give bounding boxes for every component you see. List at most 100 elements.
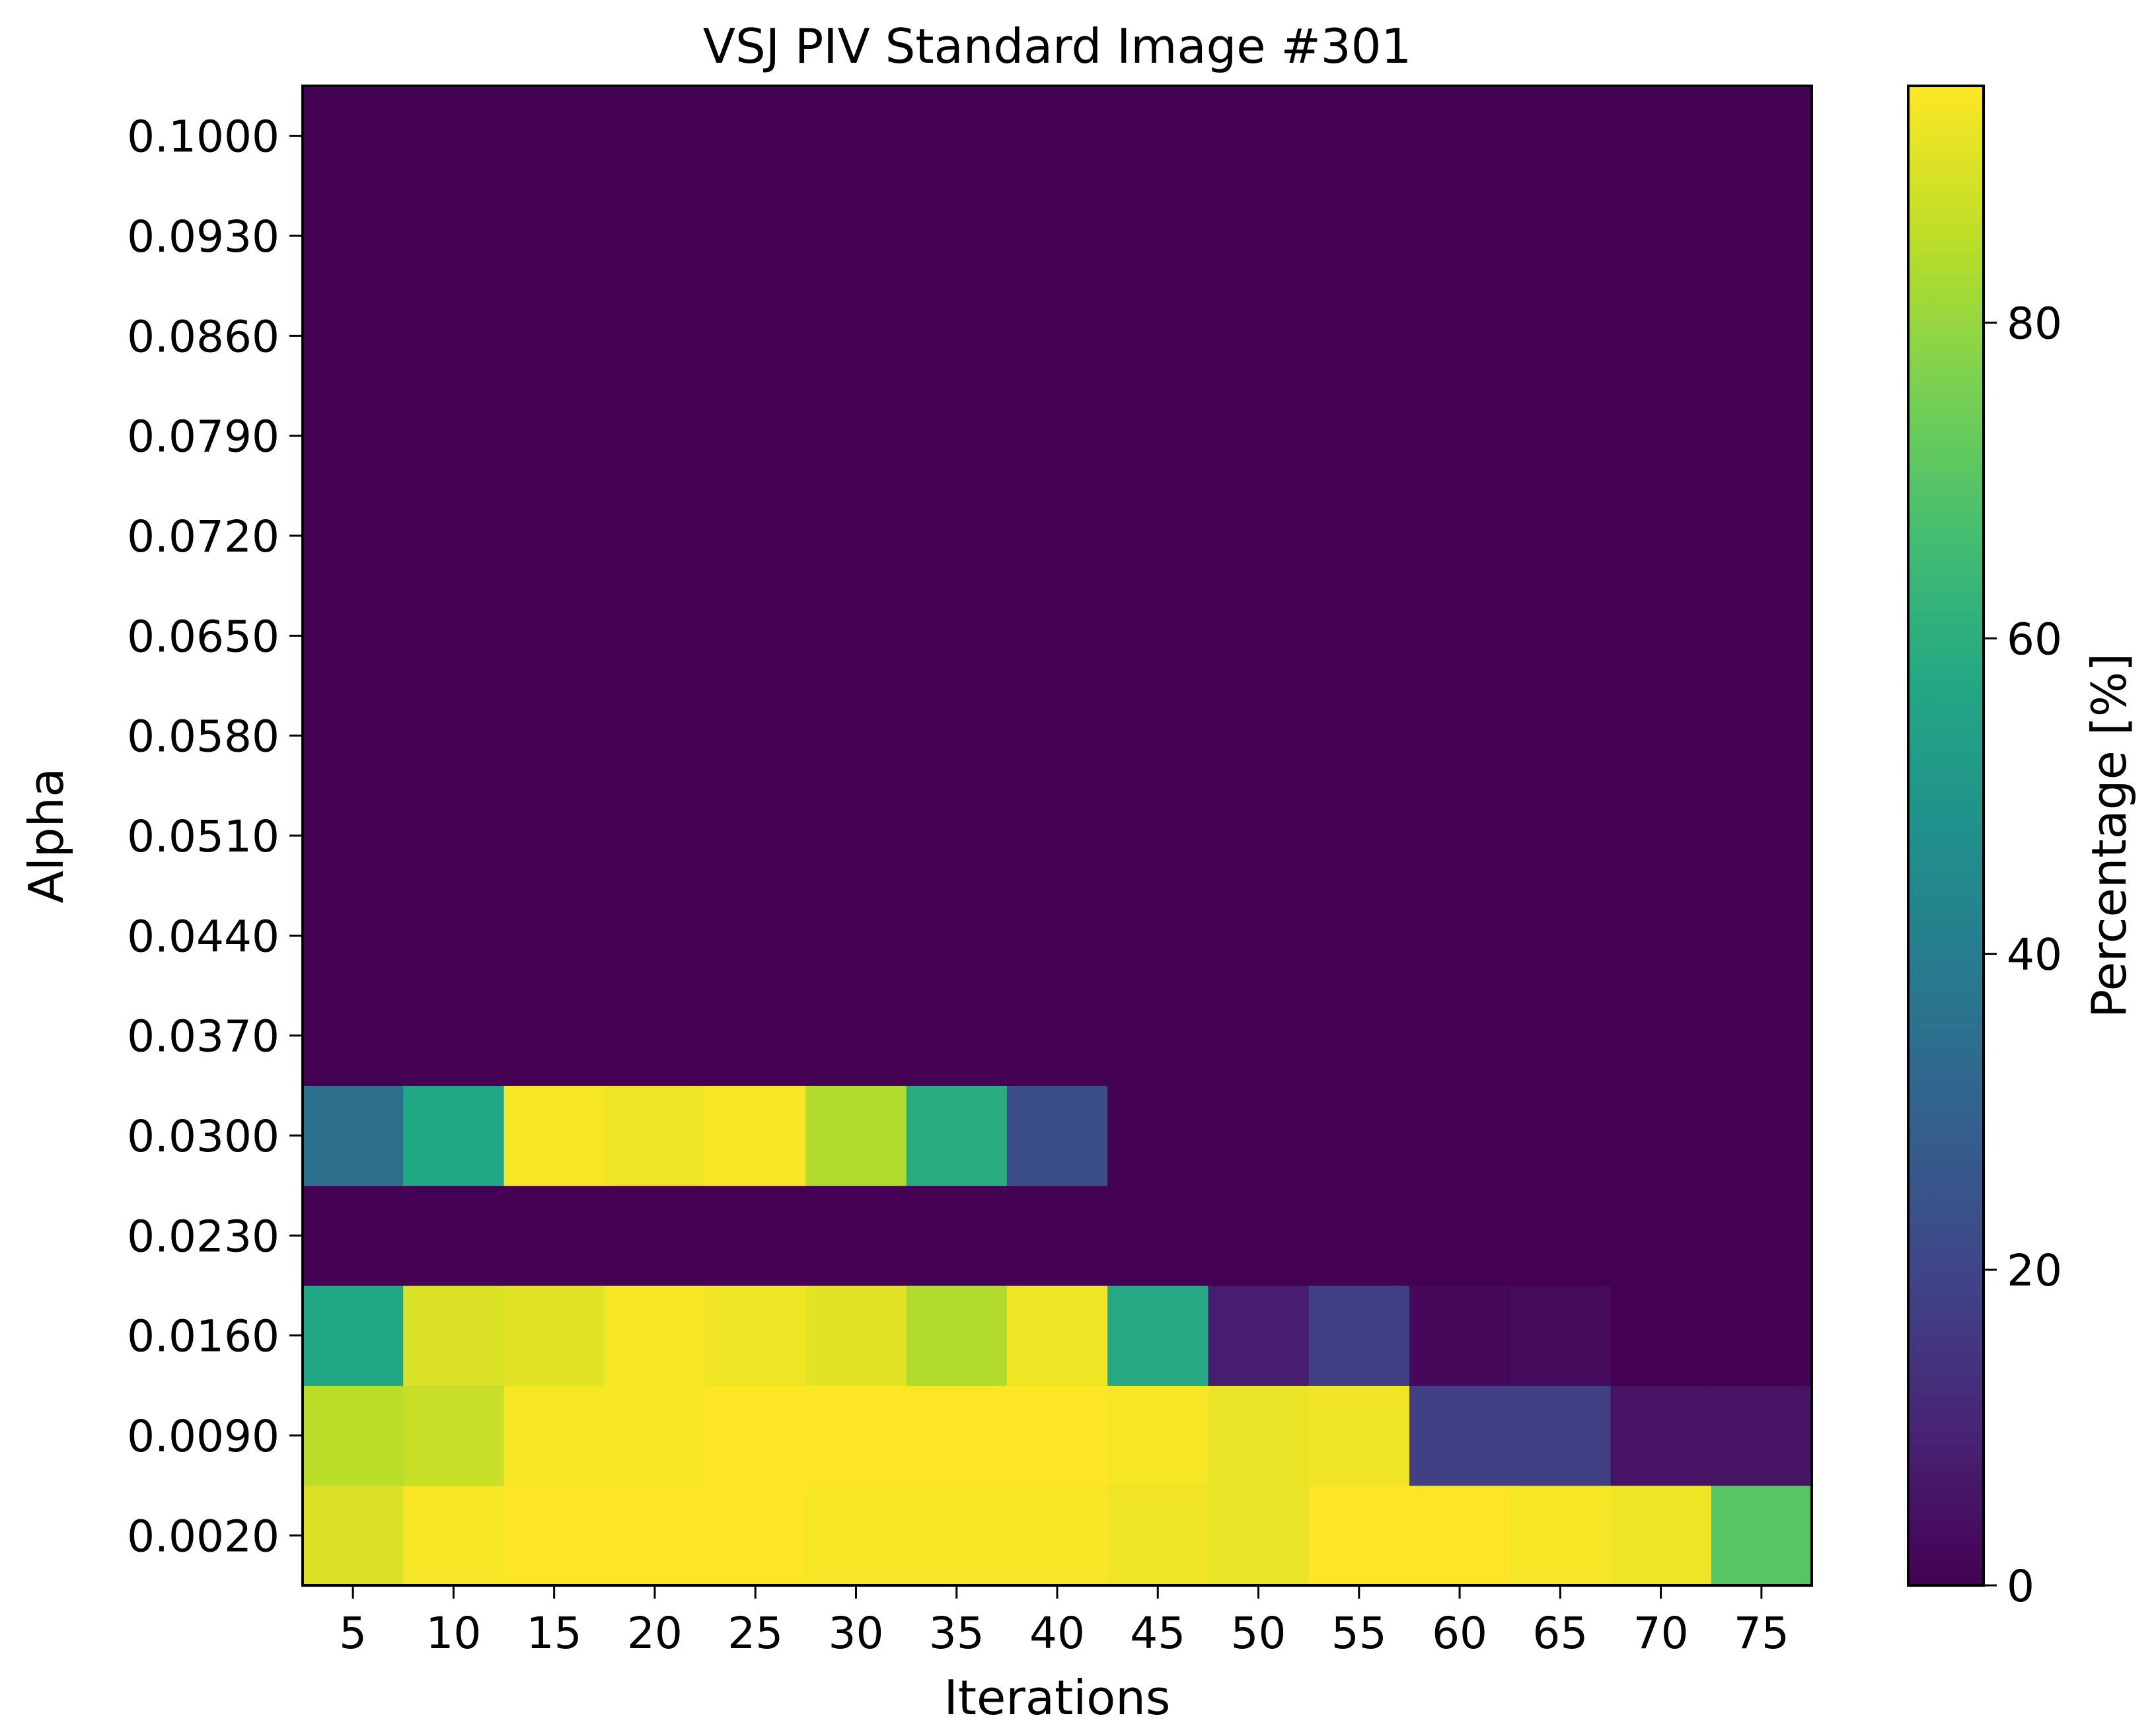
heatmap-cell: [1006, 285, 1108, 386]
heatmap-cell: [1409, 1285, 1510, 1386]
heatmap-cell: [403, 1285, 505, 1386]
x-tick-label: 55: [1331, 1608, 1387, 1659]
heatmap-cell: [1006, 186, 1108, 287]
heatmap-cell: [604, 1085, 706, 1186]
heatmap-cell: [705, 986, 806, 1086]
heatmap-cell: [705, 1385, 806, 1486]
heatmap-cell: [1208, 285, 1310, 386]
heatmap-cell: [1711, 585, 1812, 686]
heatmap-cell: [805, 285, 907, 386]
heatmap-cell: [403, 285, 505, 386]
heatmap-cell: [1409, 986, 1510, 1086]
heatmap-cell: [1711, 86, 1812, 186]
heatmap-cell: [303, 386, 404, 486]
heatmap-cell: [1308, 1185, 1410, 1286]
heatmap-cell: [805, 386, 907, 486]
heatmap-cell: [805, 1285, 907, 1386]
heatmap-cell: [1610, 785, 1712, 886]
x-tick-label: 70: [1633, 1608, 1689, 1659]
heatmap-cell: [1610, 486, 1712, 587]
heatmap-cell: [403, 1385, 505, 1486]
heatmap-cell: [1006, 686, 1108, 786]
heatmap-cell: [403, 186, 505, 287]
heatmap-cell: [303, 186, 404, 287]
heatmap-cell: [503, 1185, 605, 1286]
heatmap-cell: [805, 1385, 907, 1486]
heatmap-cell: [1208, 1185, 1310, 1286]
heatmap-cell: [705, 585, 806, 686]
heatmap-cell: [303, 585, 404, 686]
heatmap-cell: [1510, 285, 1612, 386]
heatmap-cell: [1409, 86, 1510, 186]
x-tick-label: 30: [828, 1608, 883, 1659]
heatmap-cell: [1610, 386, 1712, 486]
heatmap-cell: [503, 1485, 605, 1586]
heatmap-cell: [1308, 785, 1410, 886]
x-tick-label: 45: [1130, 1608, 1185, 1659]
heatmap-cell: [503, 386, 605, 486]
heatmap-cell: [1610, 1285, 1712, 1386]
heatmap-cell: [1711, 285, 1812, 386]
heatmap-cell: [1610, 585, 1712, 686]
heatmap-cell: [604, 386, 706, 486]
heatmap-cell: [1107, 1385, 1208, 1486]
heatmap-cell: [906, 686, 1008, 786]
heatmap-cell: [1208, 1085, 1310, 1186]
heatmap-cell: [403, 486, 505, 587]
heatmap-cell: [503, 686, 605, 786]
colorbar-tick-label: 40: [2007, 929, 2062, 980]
heatmap-cell: [503, 86, 605, 186]
y-axis-label: Alpha: [19, 768, 74, 904]
heatmap-cell: [1711, 386, 1812, 486]
heatmap-cell: [1510, 986, 1612, 1086]
heatmap-cell: [1409, 885, 1510, 986]
heatmap-cell: [604, 1185, 706, 1286]
colorbar: [1907, 85, 1985, 1587]
heatmap-cell: [1006, 585, 1108, 686]
heatmap-cell: [604, 186, 706, 287]
heatmap-cell: [503, 885, 605, 986]
heatmap-cell: [1208, 1285, 1310, 1386]
colorbar-ticks: 0 20 40 60 80: [1984, 298, 2062, 1612]
x-tick-label: 35: [929, 1608, 985, 1659]
heatmap-cell: [906, 486, 1008, 587]
heatmap-cell: [906, 186, 1008, 287]
heatmap-cell: [805, 686, 907, 786]
heatmap-cell: [604, 1485, 706, 1586]
heatmap-cell: [1510, 686, 1612, 786]
heatmap-cell: [1107, 1085, 1208, 1186]
x-tick-label: 60: [1432, 1608, 1487, 1659]
heatmap-cell: [1308, 1485, 1410, 1586]
heatmap-cell: [303, 986, 404, 1086]
heatmap-cell: [1006, 1085, 1108, 1186]
heatmap-cell: [1610, 686, 1712, 786]
heatmap-cell: [503, 285, 605, 386]
heatmap-cell: [1208, 885, 1310, 986]
heatmap-cell: [1610, 1185, 1712, 1286]
heatmap-cell: [403, 86, 505, 186]
heatmap-cell: [1006, 1185, 1108, 1286]
heatmap-cell: [1510, 1485, 1612, 1586]
heatmap-cell: [1409, 186, 1510, 287]
heatmap-cell: [503, 1085, 605, 1186]
heatmap-cell: [303, 1385, 404, 1486]
y-tick-label: 0.0090: [127, 1411, 279, 1462]
heatmap-cell: [1208, 686, 1310, 786]
heatmap-cell: [1107, 285, 1208, 386]
heatmap-cell: [906, 1085, 1008, 1186]
x-tick-label: 75: [1734, 1608, 1789, 1659]
heatmap-cell: [805, 1185, 907, 1286]
heatmap-cell: [1711, 1385, 1812, 1486]
heatmap-cell: [1711, 1485, 1812, 1586]
heatmap-cell: [1208, 186, 1310, 287]
heatmap-cell: [604, 686, 706, 786]
x-tick-label: 40: [1029, 1608, 1085, 1659]
heatmap-cell: [906, 1385, 1008, 1486]
y-tick-label: 0.1000: [127, 112, 279, 163]
y-axis-ticks: 0.0020 0.0090 0.0160 0.0230 0.0300 0.0370 0.04…: [127, 112, 303, 1562]
y-tick-label: 0.0300: [127, 1111, 279, 1162]
x-tick-label: 15: [527, 1608, 582, 1659]
heatmap-cell: [805, 1085, 907, 1186]
heatmap-cell: [1308, 986, 1410, 1086]
heatmap-cell: [805, 86, 907, 186]
